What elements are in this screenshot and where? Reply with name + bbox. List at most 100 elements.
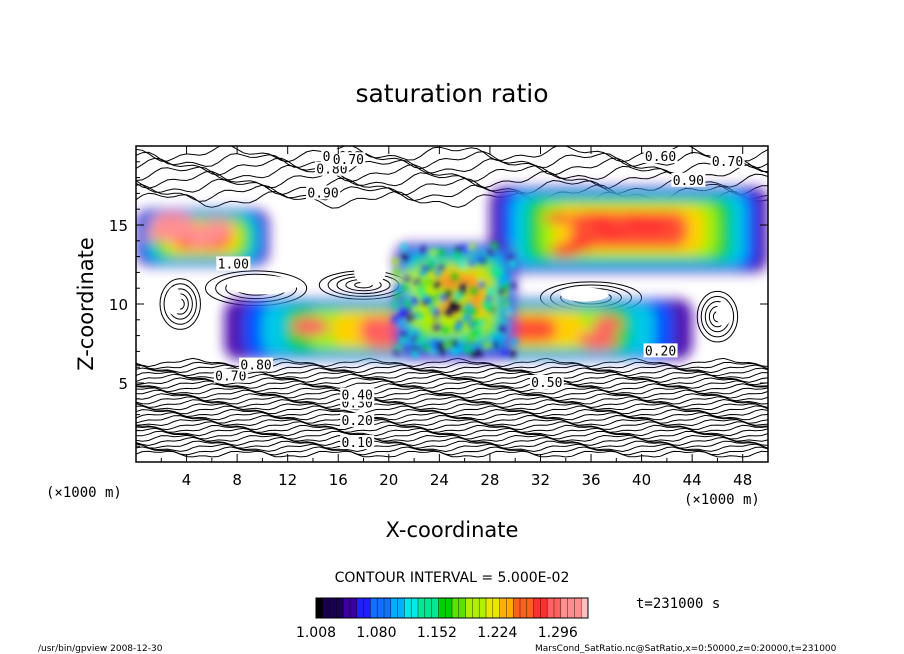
- field-cell: [428, 303, 435, 310]
- field-peak: [542, 213, 574, 223]
- colorbar-swatch: [492, 598, 501, 618]
- contour-lines: [136, 146, 768, 458]
- y-tick-label: 15: [109, 217, 128, 235]
- field-cell: [493, 341, 500, 348]
- colorbar-swatch: [384, 598, 392, 618]
- field-cell: [422, 265, 429, 272]
- contour-label: 0.90: [307, 186, 338, 201]
- field-cell: [425, 278, 432, 285]
- field-cell: [451, 273, 458, 280]
- field-cell: [395, 344, 402, 351]
- field-cell: [463, 335, 470, 342]
- field-cell: [476, 349, 483, 356]
- x-tick-label: 8: [232, 471, 242, 489]
- field-cell: [488, 248, 495, 255]
- contour-line: [136, 377, 768, 386]
- field-cell: [470, 330, 477, 337]
- colorbar-swatch: [329, 598, 337, 618]
- field-cell: [398, 320, 405, 327]
- field-cell: [462, 244, 469, 251]
- field-cell: [417, 336, 424, 343]
- field-cell: [462, 315, 469, 322]
- field-cell: [468, 259, 475, 266]
- colorbar-swatch: [560, 598, 569, 618]
- y-axis-label: Z-coordinate: [74, 237, 98, 371]
- field-cell: [414, 278, 421, 285]
- colorbar-swatch: [418, 598, 426, 618]
- colorbar-swatch: [397, 598, 405, 618]
- contour-line: [136, 383, 768, 393]
- field-cell: [454, 253, 461, 260]
- field-cell: [463, 346, 470, 353]
- field-cell: [392, 301, 399, 308]
- field-cell: [436, 299, 443, 306]
- contour-line: [136, 443, 768, 453]
- field-cell: [411, 351, 418, 358]
- contour-label: 0.20: [645, 344, 676, 359]
- unsaturated-pocket: [354, 259, 386, 286]
- field-cell: [410, 298, 417, 305]
- contour-line: [136, 430, 768, 440]
- field-cell: [417, 313, 424, 320]
- contour-label-bg: [216, 256, 251, 271]
- unsaturated-pocket: [560, 287, 609, 302]
- field-cell: [401, 254, 408, 261]
- field-peak: [590, 211, 610, 235]
- field-peak: [201, 220, 236, 236]
- field-cell: [466, 340, 473, 347]
- field-cell: [455, 247, 462, 254]
- colorbar-swatch: [363, 598, 371, 618]
- field-cell: [451, 341, 458, 348]
- footer-program: /usr/bin/gpview 2008-12-30: [38, 644, 163, 654]
- field-cell: [419, 270, 426, 277]
- field-cell: [509, 350, 516, 357]
- contour-line: [136, 398, 768, 409]
- contour-label-bg: [671, 172, 706, 187]
- field-cell: [404, 306, 411, 313]
- x-tick-label: 20: [379, 471, 398, 489]
- field-cell: [487, 288, 494, 295]
- field-cell: [435, 323, 442, 330]
- field-cell: [455, 324, 462, 331]
- field-cell: [471, 334, 478, 341]
- field-cell: [428, 253, 435, 260]
- x-tick-label: 28: [480, 471, 499, 489]
- field-cell: [491, 242, 498, 249]
- field-cell: [499, 288, 506, 295]
- contour-line: [136, 177, 768, 196]
- field-cell: [465, 303, 472, 310]
- y-unit-label: (×1000 m): [46, 485, 122, 501]
- colorbar-swatch: [343, 598, 351, 618]
- field-cell: [486, 304, 493, 311]
- unsaturated-pocket: [716, 300, 732, 327]
- field-cell: [468, 321, 475, 328]
- field-cell: [431, 295, 438, 302]
- field-cell: [478, 281, 485, 288]
- colorbar-swatch: [350, 598, 358, 618]
- contour-line: [136, 170, 768, 189]
- colorbar-swatch: [424, 598, 433, 618]
- colorbar-swatch: [411, 598, 419, 618]
- contour-label-bg: [306, 185, 341, 200]
- field-peak: [143, 230, 191, 242]
- field-cell: [395, 285, 402, 292]
- field-cell: [509, 282, 516, 289]
- field-cell: [457, 345, 464, 352]
- saturation-field: [136, 187, 768, 360]
- field-peak: [361, 325, 405, 350]
- colorbar-tick-label: 1.008: [296, 625, 336, 641]
- field-cell: [445, 342, 452, 349]
- field-cell: [501, 349, 508, 356]
- field-cell: [423, 345, 430, 352]
- field-cell: [412, 347, 419, 354]
- field-cell: [436, 318, 443, 325]
- contour-line: [136, 157, 768, 176]
- contour-line: [136, 408, 768, 418]
- field-cell: [449, 305, 456, 312]
- contour-line: [136, 434, 768, 442]
- contour-line: [136, 436, 768, 447]
- field-cell: [440, 295, 447, 302]
- colorbar-swatch: [390, 598, 399, 618]
- colorbar-swatch: [404, 598, 412, 618]
- x-tick-label: 24: [430, 471, 449, 489]
